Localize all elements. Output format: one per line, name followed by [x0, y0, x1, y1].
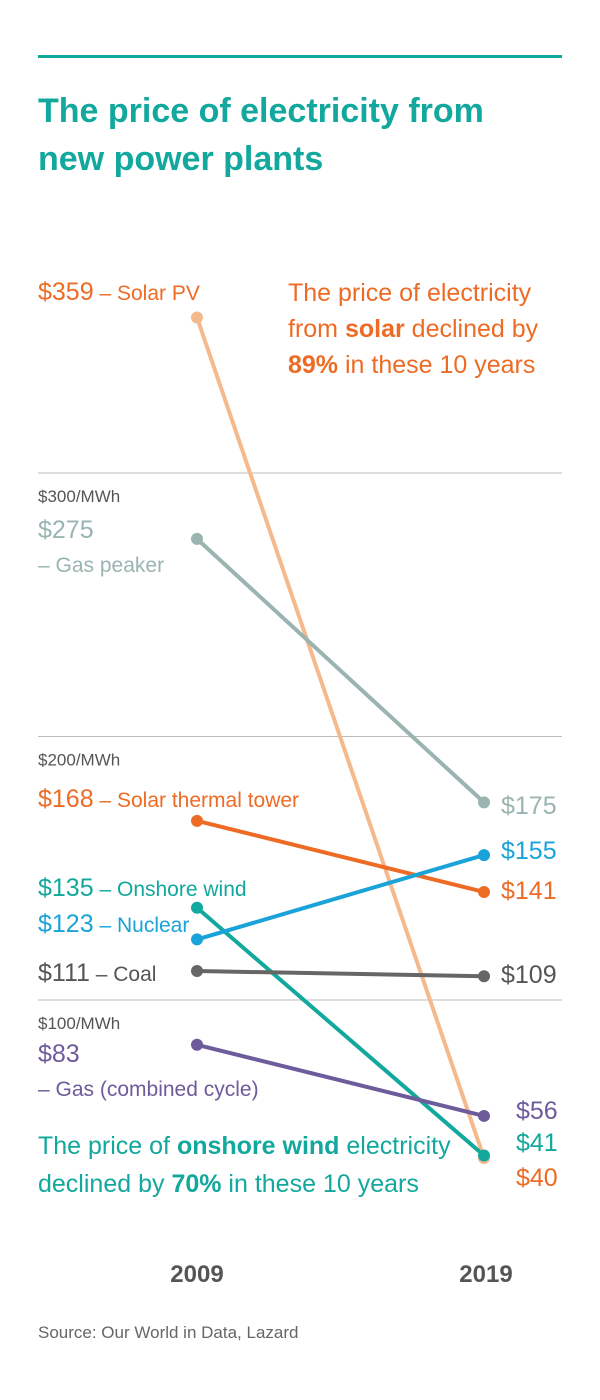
annotation-solar-line-3: 89% in these 10 years	[288, 351, 535, 379]
annotation-wind-line-1: The price of onshore wind electricity	[38, 1132, 451, 1160]
point-coal-2009	[191, 965, 203, 978]
point-solar_thermal-2009	[191, 814, 203, 827]
line-gas_cc	[195, 1042, 486, 1118]
label-2019-nuclear: $155	[501, 837, 557, 865]
point-nuclear-2019	[478, 849, 490, 862]
annotation-solar-line-2: from solar declined by	[288, 315, 539, 343]
x-label-2009: 2009	[170, 1261, 223, 1288]
chart-title-line-2: new power plants	[38, 140, 323, 178]
chart-title-line-1: The price of electricity from	[38, 92, 484, 130]
unit-label-200: $200/MWh	[38, 751, 120, 770]
annotation-solar-line-1: The price of electricity	[288, 279, 532, 307]
annotation-wind-line-2: declined by 70% in these 10 years	[38, 1170, 419, 1198]
name-2009-gas_cc: – Gas (combined cycle)	[38, 1078, 259, 1101]
label-2019-coal: $109	[501, 961, 557, 989]
line-solar_pv	[195, 315, 486, 1161]
line-nuclear	[195, 853, 486, 942]
name-2009-gas_peaker: – Gas peaker	[38, 554, 164, 577]
point-solar_thermal-2019	[478, 885, 490, 898]
line-gas_peaker	[195, 536, 486, 805]
series-labels: $359 – Solar PV $40 $275 – Gas peaker $175 $1…	[38, 278, 558, 1192]
label-2009-gas_cc: $83	[38, 1040, 80, 1068]
annotations: The price of electricity from solar decli…	[38, 279, 539, 1198]
label-2009-solar_thermal: $168 – Solar thermal tower	[38, 785, 299, 813]
line-onshore_wind	[195, 905, 486, 1158]
point-solar_pv-2009	[191, 311, 203, 324]
label-2019-solar_pv: $40	[516, 1164, 558, 1192]
label-2019-gas_peaker: $175	[501, 792, 557, 820]
label-2009-nuclear: $123 – Nuclear	[38, 910, 189, 938]
line-coal	[195, 969, 486, 979]
gridlines: $300/MWh $200/MWh $100/MWh	[38, 472, 562, 1033]
unit-label-300: $300/MWh	[38, 487, 120, 506]
header-rule	[38, 55, 562, 58]
label-2019-gas_cc: $56	[516, 1097, 558, 1125]
point-coal-2019	[478, 970, 490, 983]
line-solar_thermal	[195, 818, 486, 894]
label-2009-gas_peaker: $275	[38, 516, 94, 544]
label-2019-onshore_wind: $41	[516, 1129, 558, 1157]
label-2009-solar_pv: $359 – Solar PV	[38, 278, 200, 306]
source-note: Source: Our World in Data, Lazard	[38, 1323, 298, 1342]
x-label-2019: 2019	[459, 1261, 512, 1288]
point-gas_peaker-2019	[478, 796, 490, 809]
series-lines	[191, 311, 490, 1165]
point-gas_cc-2019	[478, 1109, 490, 1122]
label-2019-solar_thermal: $141	[501, 877, 557, 905]
label-2009-onshore_wind: $135 – Onshore wind	[38, 874, 247, 902]
point-onshore_wind-2019	[478, 1149, 490, 1162]
point-nuclear-2009	[191, 933, 203, 946]
label-2009-coal: $111 – Coal	[38, 959, 156, 987]
unit-label-100: $100/MWh	[38, 1014, 120, 1033]
point-gas_peaker-2009	[191, 532, 203, 545]
point-gas_cc-2009	[191, 1038, 203, 1051]
point-onshore_wind-2009	[191, 901, 203, 914]
